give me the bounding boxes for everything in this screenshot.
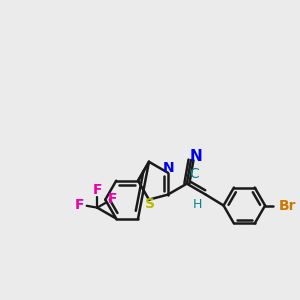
Text: Br: Br (279, 199, 296, 212)
Text: S: S (145, 196, 155, 211)
Text: F: F (92, 183, 102, 197)
Text: C: C (189, 167, 199, 181)
Text: F: F (75, 198, 84, 212)
Text: N: N (190, 149, 203, 164)
Text: H: H (193, 198, 203, 211)
Text: N: N (163, 161, 175, 175)
Text: F: F (108, 192, 118, 206)
